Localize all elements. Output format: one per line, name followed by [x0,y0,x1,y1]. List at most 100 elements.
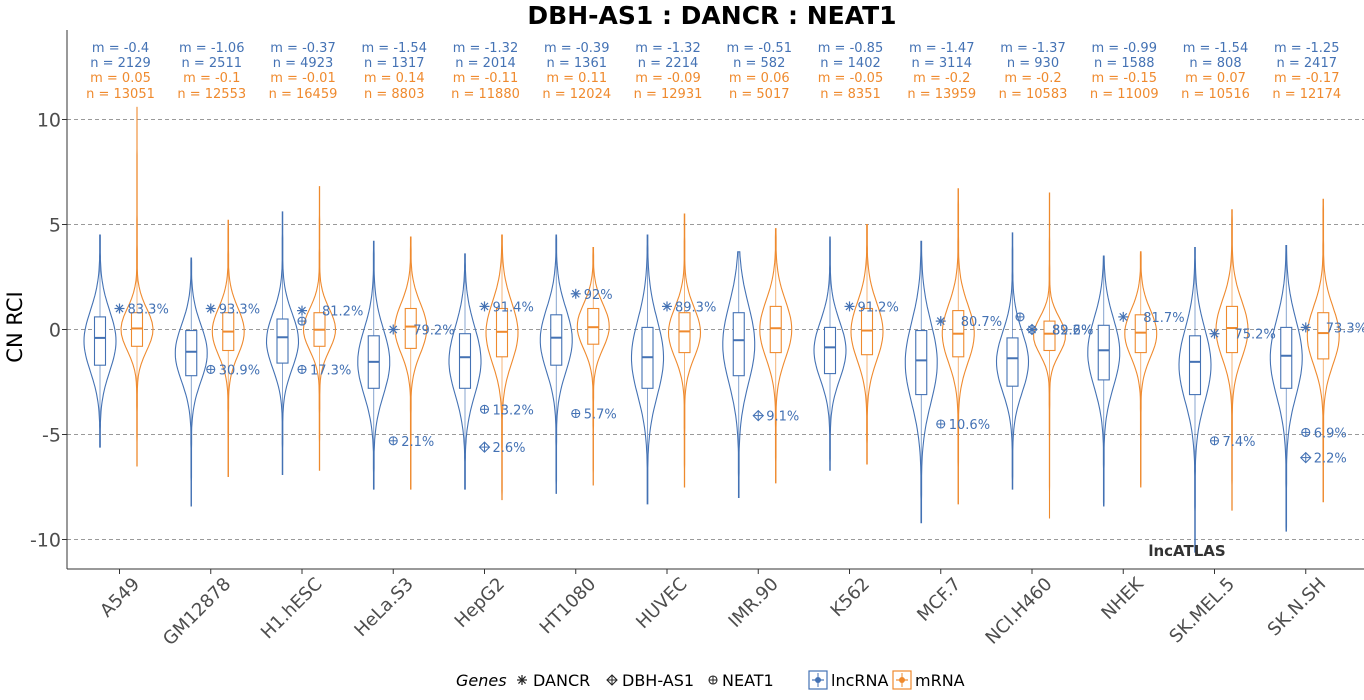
stat-n-mrna: n = 11880 [451,87,520,102]
dancr-mrna-pct-label: 79.2% [413,324,454,339]
stat-m-mrna: m = -0.15 [1092,71,1157,86]
stat-n-lncrna: n = 808 [1189,56,1241,71]
neat1-marker [1301,427,1311,437]
x-tick-label: SK.N.SH [1264,574,1331,641]
neat1-pct-label: 2.1% [401,435,434,450]
dancr-marker [935,316,946,327]
dancr-mrna-pct-label: 75.2% [1235,328,1276,343]
mrna-box [404,307,417,349]
stat-m-lncrna: m = -1.54 [1183,41,1248,56]
star-stroke [845,302,854,311]
x-tick-label: K562 [827,574,874,621]
lncrna-box [185,329,198,377]
stat-m-mrna: m = 0.11 [546,71,607,86]
legend: Genes DANCR DBH-AS1 NEAT1 lncRNA mRNA [456,670,965,690]
neat1-pct-label: 6.9% [1314,426,1347,441]
dancr-pct-label: 93.3% [219,303,260,318]
stat-n-lncrna: n = 2129 [90,56,150,71]
dancr-marker [1118,311,1129,322]
stat-n-mrna: n = 10583 [999,87,1068,102]
neat1-marker [297,364,307,374]
x-tick-label: A549 [96,574,144,622]
mrna-box [1225,305,1239,354]
stat-m-lncrna: m = -1.32 [635,41,700,56]
lncrna-box [1280,326,1293,389]
dbh-as1-pct-label: 9.1% [766,410,799,425]
x-tick-label: IMR.90 [725,574,783,632]
dancr-mrna-pct-label: 81.7% [1143,311,1184,326]
stat-n-mrna: n = 13959 [907,87,976,102]
lncatlas-watermark: lncATLAS [1148,542,1225,560]
dancr-pct-label: 89.3% [675,300,716,315]
mrna-legend-label: mRNA [915,671,965,690]
lncrna-box [1097,324,1110,381]
neat1-pct-label: 30.9% [219,363,260,378]
stat-m-mrna: m = -0.11 [453,71,518,86]
x-tick-labels: A549 GM12878 H1.hESC HeLa.S3 HepG2 HT1080 HUVE… [96,569,1330,650]
stat-m-mrna: m = 0.14 [364,71,425,86]
x-tick-label: HT1080 [536,574,601,639]
star-stroke [389,325,398,334]
violins [83,106,1340,553]
stat-n-mrna: n = 11009 [1090,87,1159,102]
y-tick-label: 5 [49,215,61,237]
star-stroke [1119,312,1128,321]
stat-n-lncrna: n = 1588 [1094,56,1154,71]
star-stroke [480,302,489,311]
stat-m-mrna: m = 0.06 [729,71,790,86]
dancr-mrna-pct-label: 89.6% [1052,324,1093,339]
x-tick-label: NHEK [1097,573,1148,624]
dbh-as1-marker [752,409,765,422]
stat-n-mrna: n = 8803 [364,87,424,102]
x-tick-label: NCI.H460 [982,574,1057,649]
stat-m-lncrna: m = -0.99 [1092,41,1157,56]
stat-n-lncrna: n = 2417 [1277,56,1337,71]
dancr-mrna-pct-label: 73.3% [1326,321,1364,336]
stat-m-mrna: m = -0.2 [913,71,970,86]
neat1-pct-label: 7.4% [1223,435,1256,450]
star-stroke [1210,329,1219,338]
stat-m-mrna: m = 0.05 [90,71,151,86]
y-tick-label: -10 [30,530,61,552]
stat-n-lncrna: n = 1317 [364,56,424,71]
dancr-marker [479,301,490,312]
lncrna-box [1006,337,1019,387]
neat1-marker [1209,436,1220,446]
stat-n-mrna: n = 16459 [269,87,338,102]
stat-m-mrna: m = -0.01 [270,71,335,86]
dancr-marker [1209,328,1220,339]
stat-m-mrna: m = 0.07 [1185,71,1246,86]
y-axis-label: CN RCI [3,291,27,362]
lncrna-box [276,318,289,364]
y-tick-labels: -10 -5 0 5 10 [30,110,67,552]
mrna-box [769,305,782,354]
dbh-as1-marker [1026,323,1038,336]
grid-lines [67,119,1364,540]
mrna-box [860,307,874,356]
mrna-box [678,312,691,354]
lncrna-box [915,329,928,396]
dancr-marker [570,288,581,299]
chart-title: DBH-AS1 : DANCR : NEAT1 [527,1,896,30]
y-tick-label: 10 [37,110,61,132]
dancr-marker [297,305,307,316]
dancr-marker [1300,322,1311,333]
star-stroke [1301,323,1310,332]
stat-m-mrna: m = -0.17 [1274,71,1339,86]
x-tick-label: HepG2 [451,574,509,632]
lncrna-key-dot [815,677,821,683]
neat1-marker [206,364,216,374]
x-tick-label: SK.MEL.5 [1165,574,1239,648]
lncrna-box [823,326,837,375]
neat1-pct-label: 17.3% [310,363,351,378]
stat-n-lncrna: n = 582 [733,56,785,71]
lncrna-box [550,314,563,366]
x-tick-label: HUVEC [632,574,691,633]
lncrna-violin [722,251,756,499]
stat-m-mrna: m = -0.2 [1004,71,1061,86]
lncrna-box [1188,335,1202,396]
stat-m-lncrna: m = -1.54 [362,41,427,56]
stat-n-mrna: n = 10516 [1181,87,1250,102]
x-tick-label: MCF.7 [913,574,965,626]
